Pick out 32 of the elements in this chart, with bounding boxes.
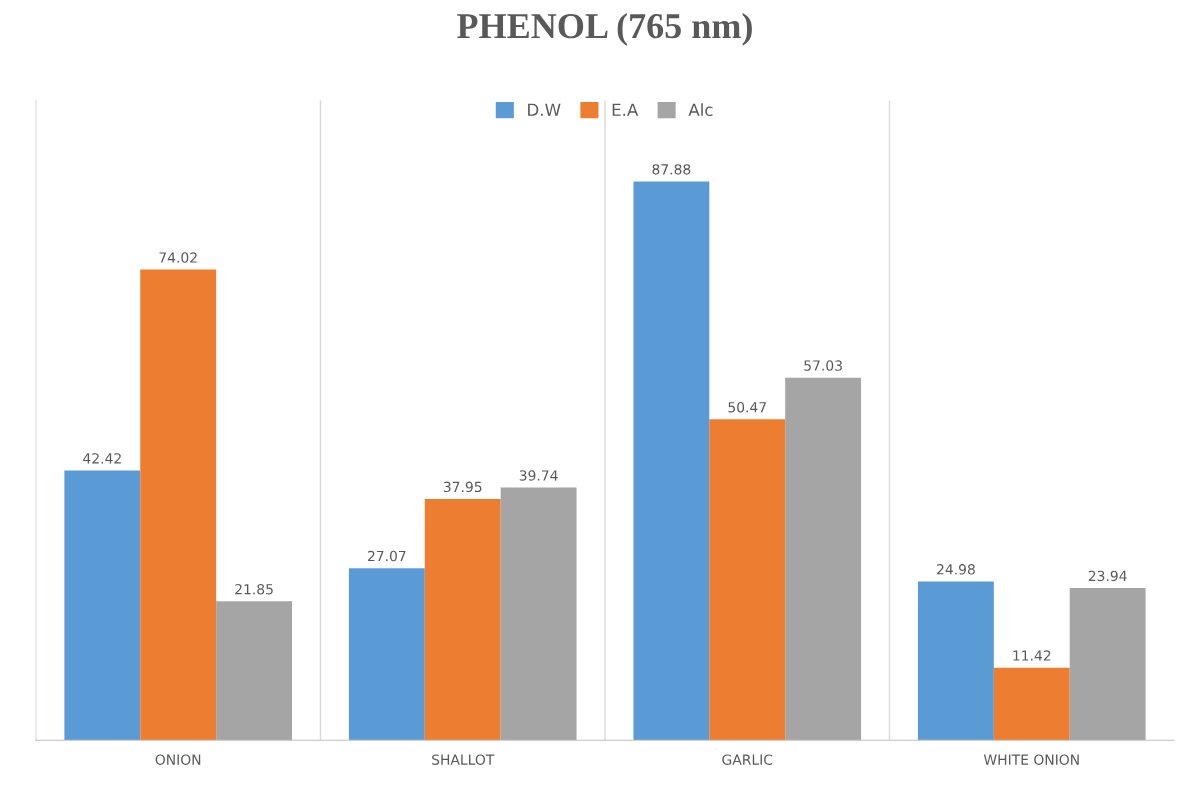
- bar: [785, 377, 862, 741]
- data-label: 57.03: [804, 360, 842, 371]
- bar: [917, 581, 994, 741]
- bar: [348, 568, 425, 741]
- bar: [500, 487, 577, 741]
- bar: [424, 498, 501, 741]
- bar: [64, 470, 141, 741]
- x-tick-label: GARLIC: [722, 754, 773, 765]
- data-label: 37.95: [443, 481, 482, 493]
- data-label: 11.42: [1013, 650, 1051, 661]
- bar: [1069, 588, 1146, 741]
- chart-title: PHENOL (765 nm): [457, 12, 752, 46]
- legend-label: D.W: [528, 103, 561, 116]
- bar: [140, 269, 217, 741]
- x-tick-label: SHALLOT: [432, 754, 495, 765]
- data-label: 21.85: [235, 583, 273, 595]
- data-label: 23.94: [1088, 570, 1127, 582]
- data-label: 39.74: [519, 470, 558, 481]
- bar: [216, 601, 293, 741]
- x-tick-label: WHITE ONION: [983, 754, 1079, 765]
- data-label: 87.88: [652, 164, 691, 175]
- bar: [993, 667, 1070, 741]
- legend-label: E.A: [612, 103, 639, 116]
- data-label: 24.98: [937, 564, 975, 575]
- bar: [633, 181, 710, 741]
- data-label: 42.42: [83, 453, 121, 464]
- bar: [709, 419, 786, 741]
- data-label: 27.07: [367, 550, 406, 562]
- legend-label: Alc: [688, 103, 713, 117]
- data-label: 50.47: [728, 402, 766, 413]
- x-tick-label: ONION: [155, 754, 201, 765]
- data-label: 74.02: [159, 252, 197, 263]
